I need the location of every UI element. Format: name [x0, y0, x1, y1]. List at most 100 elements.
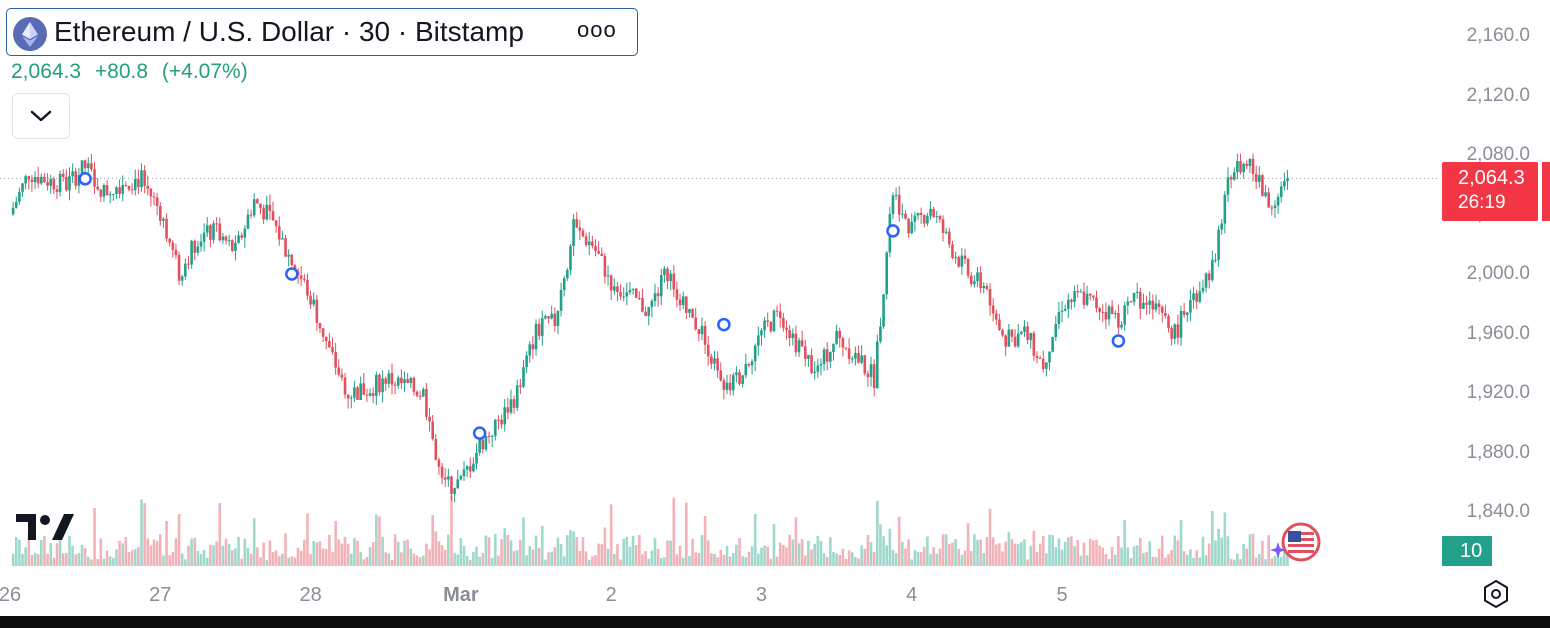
volume-bar [240, 558, 243, 566]
candle [669, 273, 672, 282]
candle [190, 240, 193, 265]
candle [1076, 291, 1079, 293]
tradingview-logo[interactable] [16, 512, 76, 547]
candle [850, 358, 854, 360]
candle [998, 319, 1001, 330]
candle [591, 241, 594, 246]
candle [155, 197, 159, 207]
volume-bar [1060, 549, 1064, 566]
candle [246, 214, 250, 229]
candle [115, 187, 118, 194]
volume-bar [1173, 535, 1177, 566]
candle [61, 173, 65, 177]
candle [553, 313, 557, 326]
candle [1029, 333, 1033, 341]
volume-bar [1242, 543, 1245, 566]
volume-bar [1139, 537, 1142, 566]
candle [315, 299, 319, 323]
event-marker[interactable] [78, 172, 92, 186]
volume-bar [1132, 546, 1136, 566]
event-marker[interactable] [886, 224, 900, 238]
candle [36, 177, 40, 184]
candle [1132, 292, 1136, 302]
volume-bar [30, 555, 34, 566]
y-tick-label: 2,000.0 [1466, 263, 1530, 284]
collapse-button[interactable] [12, 93, 70, 139]
volume-bar [1164, 557, 1167, 566]
more-options-icon[interactable]: ooo [577, 17, 617, 42]
candle [478, 439, 481, 453]
volume-bar [124, 537, 128, 566]
candle [803, 346, 807, 359]
settings-hexagon-icon[interactable] [1480, 578, 1512, 610]
volume-bar [800, 539, 804, 566]
event-marker[interactable] [472, 426, 487, 440]
candle [43, 176, 46, 183]
candle [365, 394, 369, 396]
volume-tag: 10 [1442, 536, 1492, 566]
economic-calendar-flag-icon[interactable] [1266, 520, 1322, 564]
candle [741, 375, 744, 384]
candle [1135, 291, 1139, 293]
candle [650, 301, 654, 308]
volume-bar [224, 538, 228, 566]
y-tick-label: 1,840.0 [1466, 501, 1530, 522]
volume-bar [838, 554, 842, 566]
event-marker[interactable] [1111, 334, 1126, 348]
volume-bar [14, 537, 18, 566]
candle [1145, 302, 1148, 305]
candle [619, 292, 622, 297]
candle [731, 375, 735, 391]
candle [328, 341, 331, 348]
candle [165, 218, 168, 239]
volume-bar [616, 544, 619, 566]
candle [584, 236, 588, 246]
candle [130, 189, 134, 191]
candle [854, 352, 857, 359]
volume-bar [825, 557, 829, 566]
candle [531, 344, 535, 350]
volume-bar [1182, 551, 1186, 566]
candle [453, 488, 456, 495]
volume-bar [656, 548, 660, 566]
volume-bar [910, 559, 914, 566]
volume-bar [1142, 552, 1145, 566]
volume-bar [678, 545, 682, 566]
volume-bar [857, 558, 860, 566]
volume-bar [644, 551, 647, 566]
candle [1195, 293, 1198, 302]
volume-bar [797, 543, 801, 566]
candle [324, 336, 328, 342]
candle [55, 189, 59, 192]
event-marker[interactable] [717, 317, 731, 332]
volume-bar [140, 499, 143, 566]
volume-bar [894, 553, 898, 566]
volume-bar [1220, 537, 1224, 566]
volume-bar [1020, 542, 1023, 566]
candle [1170, 328, 1173, 339]
candle [440, 466, 444, 478]
candle [1110, 306, 1114, 314]
candle [569, 245, 572, 270]
candle [387, 373, 391, 384]
y-tick-label: 1,920.0 [1466, 382, 1530, 403]
candle [1123, 305, 1126, 325]
candle [384, 378, 388, 384]
candle [544, 316, 547, 319]
candle [697, 329, 701, 335]
volume-bar [622, 538, 625, 566]
candle [891, 195, 895, 215]
candle [1041, 358, 1045, 369]
volume-bar [1026, 559, 1029, 566]
volume-bar [174, 538, 178, 566]
volume-bar [741, 556, 744, 566]
volume-bar [926, 536, 929, 566]
symbol-header[interactable]: Ethereum / U.S. Dollar · 30 · Bitstamp o… [6, 8, 638, 56]
candle [766, 320, 770, 322]
candle [979, 272, 982, 289]
event-marker[interactable] [285, 267, 299, 281]
candle [666, 268, 669, 282]
volume-bar [1207, 543, 1211, 566]
candle [1120, 324, 1123, 328]
